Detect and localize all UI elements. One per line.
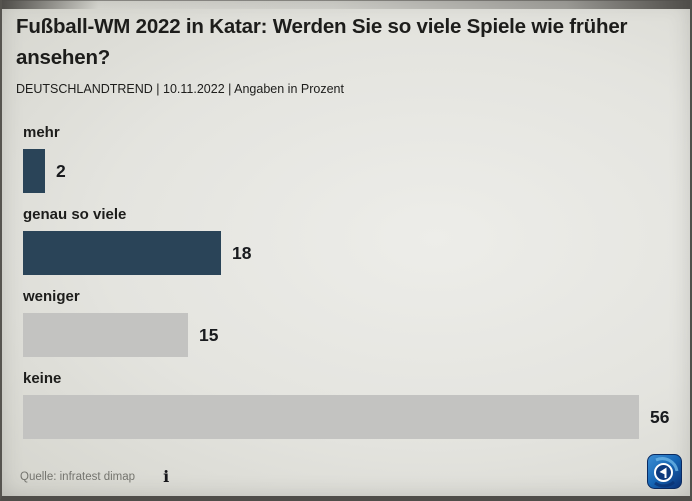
- bar-row-weniger: weniger 15: [23, 289, 674, 357]
- bar-row-genau-so-viele: genau so viele 18: [23, 207, 674, 275]
- bar-genau-so-viele: [23, 231, 221, 275]
- page-title: Fußball-WM 2022 in Katar: Werden Sie so …: [16, 15, 628, 69]
- value-label: 15: [199, 324, 219, 345]
- chart-content: Fußball-WM 2022 in Katar: Werden Sie so …: [2, 0, 690, 439]
- category-label: mehr: [23, 124, 60, 141]
- category-label: keine: [23, 370, 62, 387]
- bar-row-keine: keine 56: [23, 371, 674, 439]
- bar-chart: mehr 2 genau so viele 18 weniger 15: [23, 125, 674, 439]
- value-label: 18: [232, 242, 252, 263]
- bar-weniger: [23, 313, 188, 357]
- ard-tagesschau-logo-icon: [647, 454, 682, 489]
- chart-subtitle: DEUTSCHLANDTREND | 10.11.2022 | Angaben …: [16, 82, 344, 96]
- value-label: 2: [56, 160, 66, 181]
- footer-source-row: Quelle: infratest dimap i: [20, 469, 169, 485]
- info-icon[interactable]: i: [163, 467, 170, 486]
- bar-row-mehr: mehr 2: [23, 125, 674, 193]
- category-label: genau so viele: [23, 206, 127, 223]
- bar-mehr: [23, 149, 45, 193]
- source-text: Quelle: infratest dimap: [20, 471, 136, 483]
- ard-tagesschau-logo: [647, 454, 682, 489]
- value-label: 56: [650, 406, 670, 427]
- bar-keine: [23, 395, 639, 439]
- category-label: weniger: [23, 288, 80, 305]
